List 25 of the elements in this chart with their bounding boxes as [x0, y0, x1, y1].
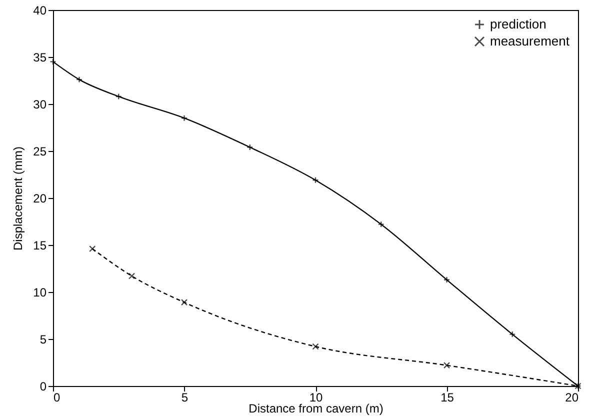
x-tick-label: 10: [309, 390, 323, 404]
point: [89, 245, 96, 252]
x-tick-label: 20: [565, 390, 579, 404]
x-tick-label: 0: [54, 390, 60, 404]
point: [180, 299, 188, 306]
x-tick-label: 5: [181, 390, 188, 404]
point: [115, 93, 122, 100]
point: [128, 272, 136, 280]
point: [312, 343, 319, 350]
point: [443, 362, 450, 369]
y-tick-label: 30: [33, 98, 47, 112]
x-axis-title: Distance from cavern (m): [248, 402, 384, 416]
y-tick-label: 35: [33, 50, 47, 64]
legend-label: prediction: [490, 16, 546, 32]
y-tick-label: 0: [40, 380, 47, 394]
y-tick-label: 10: [33, 286, 47, 300]
point: [312, 176, 319, 184]
y-tick-label: 25: [33, 144, 47, 158]
y-tick-label: 20: [33, 192, 47, 206]
y-tick-label: 5: [40, 332, 47, 346]
x-tick-label: 15: [440, 390, 454, 404]
legend-label: measurement: [490, 34, 570, 48]
y-tick-label: 15: [33, 238, 47, 252]
y-tick-label: 40: [33, 4, 47, 18]
y-axis-title: Displacement (mm): [11, 146, 26, 251]
